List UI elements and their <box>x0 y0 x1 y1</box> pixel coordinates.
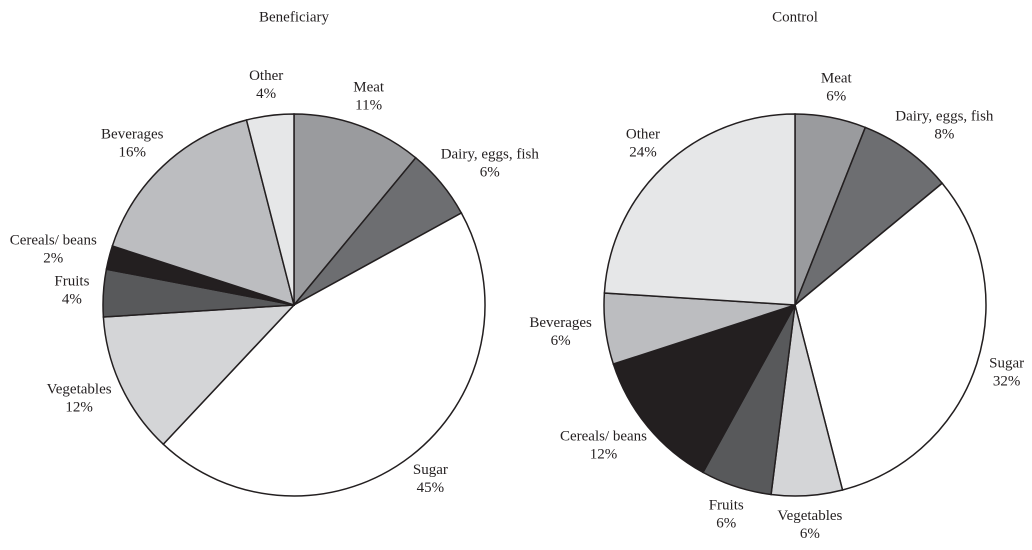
slice-label: Dairy, eggs, fish <box>441 147 540 163</box>
slice-label: Meat <box>353 80 385 96</box>
pie-slice <box>111 119 296 307</box>
slice-value-label: 12% <box>590 446 618 462</box>
slice-label: Beverages <box>101 126 164 142</box>
slice-value-label: 45% <box>417 480 445 496</box>
slice-value-label: 6% <box>716 516 736 532</box>
slice-value-label: 16% <box>119 144 147 160</box>
slice-value-label: 4% <box>256 86 276 102</box>
pie-slice <box>245 113 295 306</box>
chart-title: Beneficiary <box>259 9 329 25</box>
chart-title: Control <box>772 9 818 25</box>
slice-label: Meat <box>821 70 853 86</box>
slice-value-label: 2% <box>43 250 63 266</box>
pie-slice <box>162 211 486 497</box>
pie-slice <box>794 126 944 306</box>
slice-label: Cereals/ beans <box>10 232 97 248</box>
slice-label: Other <box>249 68 283 84</box>
slice-label: Fruits <box>709 498 744 514</box>
slice-value-label: 6% <box>826 88 846 104</box>
slice-label: Vegetables <box>47 382 112 398</box>
slice-label: Fruits <box>54 274 89 290</box>
pie-slice <box>293 113 417 308</box>
slice-value-label: 24% <box>629 144 657 160</box>
slice-value-label: 6% <box>800 526 820 542</box>
slice-value-label: 12% <box>65 400 93 416</box>
pie-slice <box>612 303 797 474</box>
slice-value-label: 4% <box>62 292 82 308</box>
slice-label: Other <box>626 126 660 142</box>
pie-slice <box>794 182 987 491</box>
slice-value-label: 32% <box>993 374 1021 390</box>
slice-value-label: 8% <box>934 127 954 143</box>
pie-slice <box>102 304 296 446</box>
pie-slice <box>603 113 796 306</box>
slice-value-label: 11% <box>355 98 382 114</box>
slice-value-label: 6% <box>480 165 500 181</box>
slice-label: Dairy, eggs, fish <box>895 109 994 125</box>
slice-value-label: 6% <box>551 333 571 349</box>
slice-label: Sugar <box>989 356 1024 372</box>
slice-label: Beverages <box>529 315 592 331</box>
slice-label: Sugar <box>413 462 448 478</box>
slice-label: Cereals/ beans <box>560 428 647 444</box>
slice-label: Vegetables <box>777 508 842 524</box>
